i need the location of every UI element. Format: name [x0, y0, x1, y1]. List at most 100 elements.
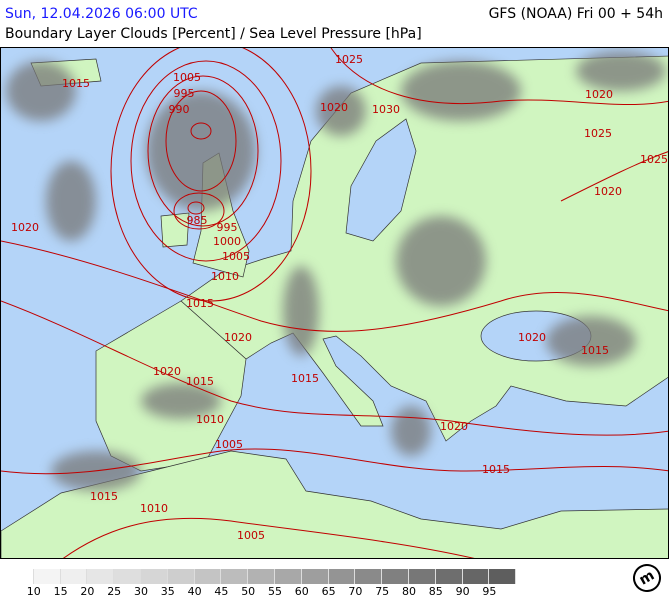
legend-label: 35 — [160, 585, 175, 598]
legend-swatch — [140, 569, 168, 584]
isobar-label: 1010 — [211, 270, 239, 283]
legend-label: 10 — [26, 585, 41, 598]
legend-swatch — [462, 569, 490, 584]
legend-swatch — [60, 569, 88, 584]
cloud-legend-labels: 10 15 20 25 30 35 40 45 50 55 60 65 70 75 80 85 90 95 — [7, 585, 607, 599]
isobar-label: 1010 — [140, 502, 168, 515]
legend-swatch — [274, 569, 302, 584]
isobar-label: 1025 — [640, 153, 668, 166]
land-ireland — [160, 212, 190, 248]
legend-swatch — [489, 569, 517, 584]
legend-label: 15 — [53, 585, 68, 598]
cloud-area — [146, 91, 256, 211]
isobar-label: 1020 — [594, 185, 622, 198]
legend-label: 60 — [294, 585, 309, 598]
legend-label: 40 — [187, 585, 202, 598]
isobar — [147, 75, 259, 227]
isobar-label: 1005 — [237, 529, 265, 542]
isobar-label: 1020 — [320, 101, 348, 114]
cloud-area — [283, 266, 319, 356]
legend-label: 55 — [268, 585, 282, 598]
isobar — [110, 48, 312, 302]
map-title: Boundary Layer Clouds [Percent] / Sea Le… — [5, 26, 422, 42]
isobar-label: 1015 — [62, 77, 90, 90]
legend-label: 45 — [214, 585, 229, 598]
legend-swatch — [248, 569, 275, 584]
baltic-sea — [345, 118, 417, 242]
isobar — [1, 300, 668, 436]
legend-swatch — [7, 569, 34, 584]
cloud-area — [546, 316, 636, 366]
legend-swatch — [355, 569, 383, 584]
legend-label: 50 — [241, 585, 256, 598]
isobar-label: 1010 — [196, 413, 224, 426]
isobar-label: 1030 — [372, 103, 400, 116]
legend-label: 80 — [402, 585, 416, 598]
isobar — [330, 48, 668, 105]
legend-label: 90 — [455, 585, 470, 598]
isobar-label: 1020 — [224, 331, 252, 344]
legend-swatch — [114, 569, 141, 584]
legend-label: 20 — [80, 585, 95, 598]
isobar — [173, 192, 225, 230]
isobar-labels: 1015 1005 995 990 1025 1020 1030 1020 1025 1025 10… — [11, 53, 668, 542]
legend-label: 30 — [134, 585, 148, 598]
isobar-label: 995 — [174, 87, 195, 100]
isobar-label: 1015 — [482, 463, 510, 476]
isobar — [190, 122, 212, 140]
isobar-label: 1005 — [215, 438, 243, 451]
isobar-label: 1015 — [186, 375, 214, 388]
legend-swatch — [167, 569, 195, 584]
isobar-label: 1020 — [11, 221, 39, 234]
isobar-label: 1005 — [222, 250, 250, 263]
cloud-legend — [7, 569, 517, 584]
legend-swatch — [33, 569, 61, 584]
isobar-label: 1000 — [213, 235, 241, 248]
isobar-label: 1025 — [584, 127, 612, 140]
legend-swatch — [408, 569, 436, 584]
isobar-label: 1005 — [173, 71, 201, 84]
isobar-label: 1025 — [335, 53, 363, 66]
legend-swatch — [221, 569, 249, 584]
cloud-area — [316, 86, 366, 136]
isobar-label: 985 — [187, 214, 208, 227]
logo-text: m — [636, 567, 658, 589]
land-africa — [1, 450, 668, 558]
legend-swatch — [435, 569, 463, 584]
isobar-label: 1015 — [186, 297, 214, 310]
cloud-cover — [6, 51, 666, 491]
isobar-label: 990 — [169, 103, 190, 116]
cloud-area — [401, 61, 521, 121]
isobars — [1, 48, 668, 558]
legend-label: 65 — [321, 585, 336, 598]
isobar-label: 1020 — [153, 365, 181, 378]
isobar — [130, 60, 282, 262]
isobar — [1, 240, 668, 332]
isobar — [187, 201, 205, 215]
map-canvas: 1015 1005 995 990 1025 1020 1030 1020 1025 1025 10… — [1, 48, 668, 558]
cloud-area — [576, 51, 666, 91]
isobar — [560, 151, 668, 202]
cloud-area — [396, 216, 486, 306]
cloud-area — [46, 161, 96, 241]
legend-label: 85 — [428, 585, 443, 598]
weather-map[interactable]: 1015 1005 995 990 1025 1020 1030 1020 1025 1025 10… — [0, 47, 669, 559]
isobar-label: 1015 — [90, 490, 118, 503]
legend-label: 25 — [107, 585, 122, 598]
cloud-area — [391, 406, 431, 456]
valid-datetime: Sun, 12.04.2026 06:00 UTC — [5, 6, 198, 22]
isobar — [62, 517, 475, 558]
cloud-area — [6, 61, 76, 121]
meteologix-logo: m — [627, 558, 667, 598]
legend-swatch — [194, 569, 222, 584]
legend-swatch — [328, 569, 356, 584]
isobar-label: 1020 — [585, 88, 613, 101]
legend-label: 75 — [375, 585, 390, 598]
isobar-label: 1020 — [518, 331, 546, 344]
legend-label: 70 — [348, 585, 363, 598]
legend-label: 95 — [482, 585, 497, 598]
model-run: GFS (NOAA) Fri 00 + 54h — [488, 6, 663, 22]
isobar-label: 1020 — [440, 420, 468, 433]
legend-swatch — [87, 569, 115, 584]
isobar-label: 1015 — [291, 372, 319, 385]
